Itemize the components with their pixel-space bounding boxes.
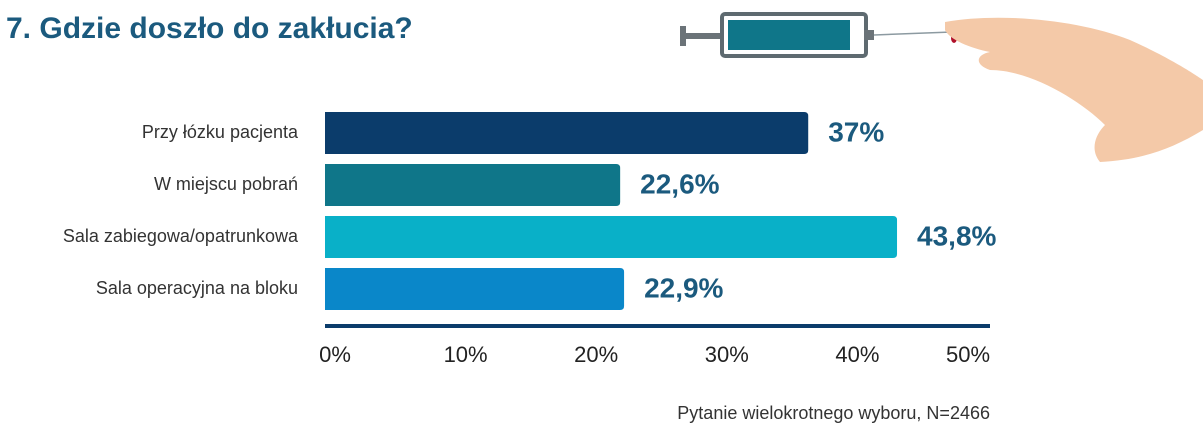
value-label: 43,8%: [917, 220, 996, 251]
category-label: Przy łózku pacjenta: [142, 122, 299, 142]
hand-illustration: [945, 17, 1203, 163]
category-label: Sala operacyjna na bloku: [96, 278, 298, 298]
x-tick-label: 10%: [444, 342, 488, 367]
value-label: 37%: [828, 116, 884, 147]
x-tick-label: 20%: [574, 342, 618, 367]
bar: [325, 164, 621, 206]
x-tick-label: 50%: [946, 342, 990, 367]
value-label: 22,6%: [640, 168, 719, 199]
category-label: W miejscu pobrań: [154, 174, 298, 194]
x-tick-label: 0%: [319, 342, 351, 367]
x-tick-label: 30%: [705, 342, 749, 367]
footnote: Pytanie wielokrotnego wyboru, N=2466: [677, 403, 990, 423]
category-label: Sala zabiegowa/opatrunkowa: [63, 226, 299, 246]
x-tick-label: 40%: [835, 342, 879, 367]
bar: [325, 112, 809, 154]
value-label: 22,9%: [644, 272, 723, 303]
syringe-illustration: [680, 12, 957, 58]
bar: [325, 216, 898, 258]
bar: [325, 268, 625, 310]
chart-title: 7. Gdzie doszło do zakłucia?: [6, 12, 413, 45]
